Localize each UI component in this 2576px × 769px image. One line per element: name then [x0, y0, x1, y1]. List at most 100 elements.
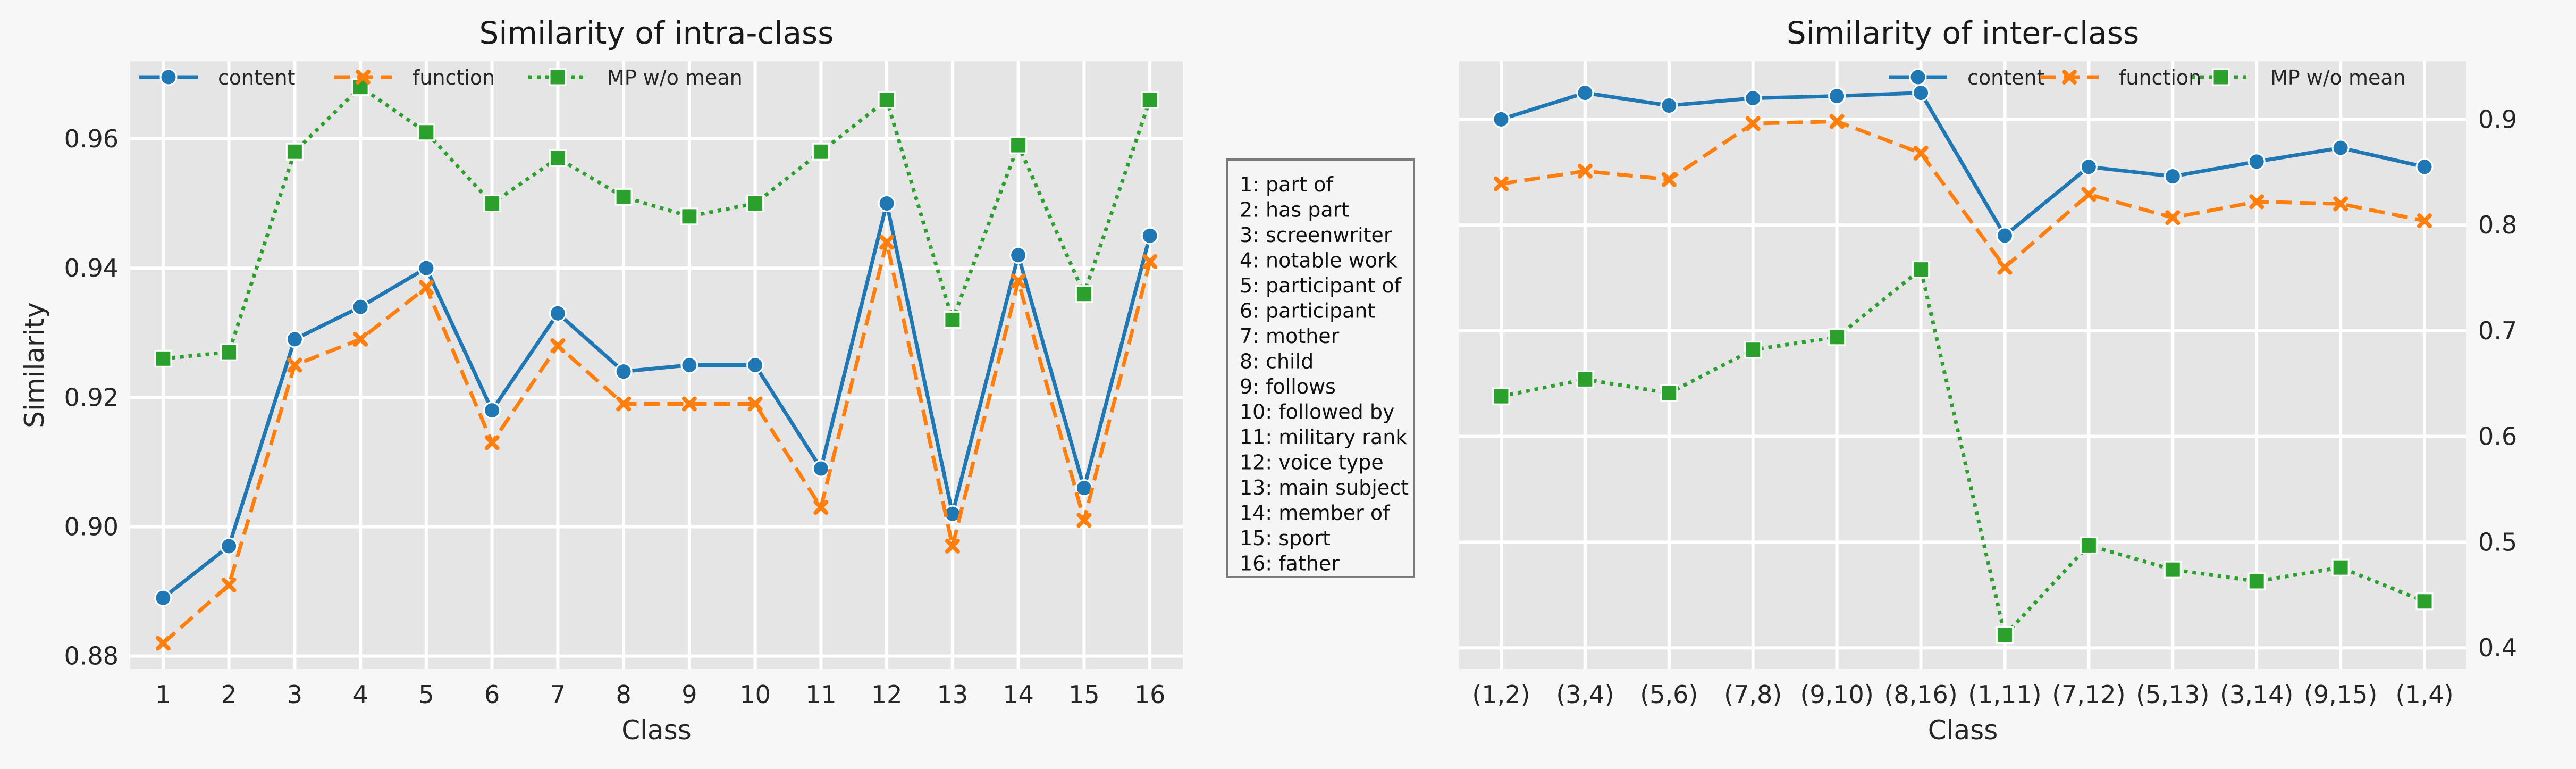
x-axis-label: Class [1928, 715, 1998, 746]
data-point [2163, 561, 2182, 579]
x-tick-label: (8,16) [1884, 680, 1957, 709]
y-axis-label: Similarity [19, 302, 50, 428]
legend-marker [159, 68, 178, 86]
class-key-entry: 7: mother [1240, 324, 1340, 348]
class-key-entry: 6: participant [1240, 299, 1375, 323]
data-point [945, 538, 960, 554]
chart-intra-class: 0.880.900.920.940.961 2 3 4 5 6 7 8 9 10 11 12 13 14 1… [19, 15, 1183, 746]
data-point [2247, 153, 2266, 171]
data-point [879, 235, 895, 250]
x-tick-label: (1,4) [2396, 680, 2454, 709]
class-key-entry: 13: main subject [1240, 476, 1409, 499]
class-key-entry: 15: sport [1240, 526, 1331, 550]
y-tick-label: 0.96 [64, 124, 119, 153]
x-tick-label: 2 [221, 680, 237, 709]
data-point [1913, 145, 1929, 161]
x-tick-label: 15 [1068, 680, 1100, 709]
y-tick-label: 0.8 [2478, 211, 2517, 239]
data-point [154, 589, 172, 607]
data-point [878, 91, 896, 109]
x-tick-label: 8 [616, 680, 631, 709]
data-point [1996, 227, 2014, 245]
data-point [747, 396, 763, 412]
series-line-function [1501, 119, 2425, 270]
data-point [2247, 572, 2266, 590]
data-point [483, 402, 501, 420]
legend-label: MP w/o mean [607, 66, 743, 89]
data-point [1828, 87, 1846, 105]
x-tick-label: (3,14) [2220, 680, 2293, 709]
series-line-mp-w-o-mean [1501, 268, 2426, 637]
x-tick-label: 11 [805, 680, 837, 709]
series-line-function [162, 240, 1152, 645]
x-tick-label: (3,4) [1556, 680, 1614, 709]
data-point [2331, 558, 2350, 576]
data-point [1009, 246, 1028, 264]
chart-inter-class: 0.4 0.5 0.6 0.7 0.8 0.9 (1,2) (3,4) (5,6) (7,8) (9… [1459, 15, 2517, 746]
data-point [614, 363, 633, 381]
data-point [287, 357, 302, 373]
data-point [353, 331, 368, 347]
data-point [2081, 187, 2097, 202]
y-tick-label: 0.4 [2478, 633, 2517, 662]
data-point [1142, 254, 1158, 269]
data-point [2333, 196, 2348, 212]
data-point [220, 537, 238, 555]
x-tick-label: 3 [287, 680, 302, 709]
data-point [285, 143, 304, 161]
data-point [221, 577, 237, 592]
chart-title: Similarity of inter-class [1787, 15, 2139, 51]
data-point [681, 396, 697, 412]
data-point [1141, 227, 1159, 245]
data-point [1492, 110, 1510, 128]
x-tick-label: (1,2) [1472, 680, 1530, 709]
class-key-entry: 1: part of [1240, 173, 1334, 196]
legend-label: MP w/o mean [2270, 66, 2406, 89]
class-key-entry: 12: voice type [1240, 451, 1384, 474]
x-tick-label: 10 [739, 680, 771, 709]
data-point [1011, 273, 1026, 289]
data-point [1744, 341, 1762, 359]
data-point [549, 149, 567, 167]
data-point [417, 123, 435, 141]
x-tick-label: (9,10) [1800, 680, 1873, 709]
data-point [1576, 370, 1594, 388]
y-tick-label: 0.94 [64, 254, 119, 282]
data-point [2249, 194, 2264, 210]
class-key-entry: 10: followed by [1240, 400, 1395, 424]
x-tick-label: 6 [484, 680, 500, 709]
data-point [2415, 592, 2434, 611]
y-tick-label: 0.6 [2478, 422, 2517, 451]
data-point [1075, 285, 1093, 303]
y-tick-label: 0.88 [64, 642, 119, 671]
data-point [484, 435, 500, 450]
data-point [483, 195, 501, 213]
data-point [550, 338, 566, 354]
y-tick-label: 0.5 [2478, 528, 2517, 556]
data-point [1912, 84, 1930, 102]
y-tick-label: 0.90 [64, 512, 119, 541]
data-point [2417, 213, 2432, 229]
x-tick-label: 9 [681, 680, 697, 709]
x-tick-label: 4 [352, 680, 368, 709]
data-point [154, 349, 172, 367]
data-point [1493, 176, 1509, 191]
class-key-entry: 3: screenwriter [1240, 223, 1392, 247]
data-point [1577, 163, 1593, 179]
x-tick-label: 12 [871, 680, 903, 709]
y-tick-label: 0.7 [2478, 316, 2517, 345]
x-tick-label: (5,13) [2136, 680, 2209, 709]
data-point [285, 330, 304, 348]
data-point [1828, 328, 1846, 346]
data-point [1661, 172, 1677, 187]
series-line-content [162, 202, 1152, 599]
data-point [1912, 261, 1930, 279]
class-key-entry: 16: father [1240, 552, 1340, 575]
x-tick-label: (5,6) [1640, 680, 1698, 709]
data-point [1576, 84, 1594, 102]
data-point [1660, 384, 1678, 402]
legend-marker [356, 70, 371, 85]
class-key-entry: 2: has part [1240, 198, 1349, 222]
